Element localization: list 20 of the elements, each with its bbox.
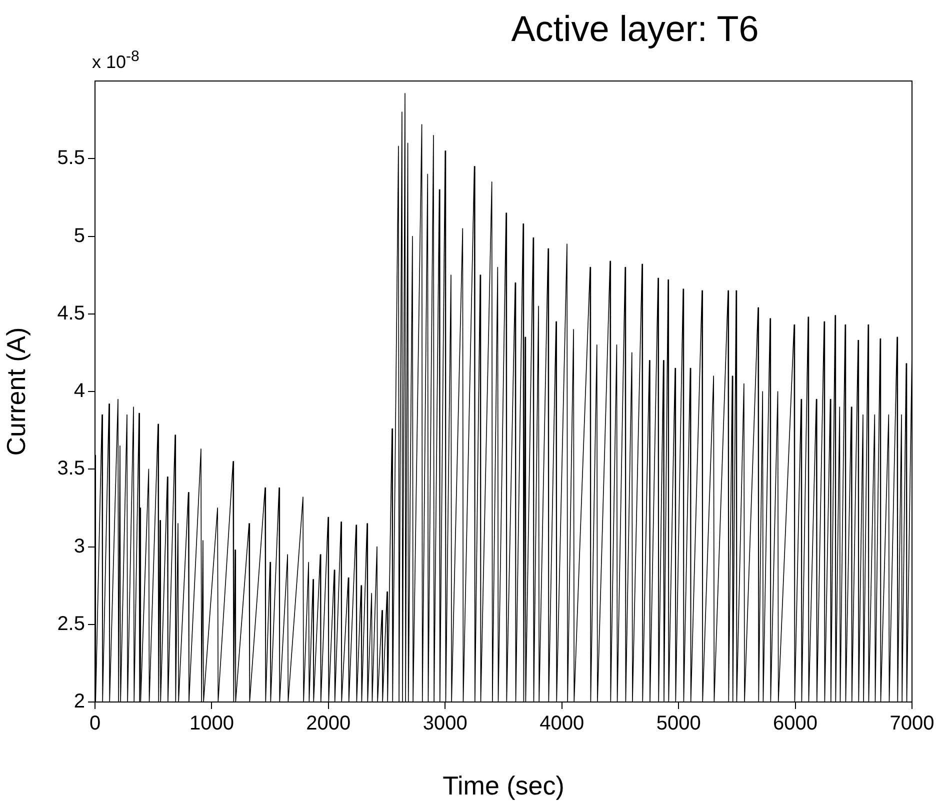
y-tick-label: 3.5 — [57, 458, 85, 480]
x-tick-label: 4000 — [540, 712, 584, 735]
y-tick-label: 3 — [74, 535, 85, 558]
x-tick-label: 1000 — [189, 712, 234, 735]
y-tick-label: 5.5 — [57, 147, 85, 170]
y-axis-title: Current (A) — [0, 327, 31, 456]
x-tick-label: 3000 — [422, 712, 468, 735]
y-tick-label: 2 — [74, 690, 85, 713]
y-tick-label: 2.5 — [57, 612, 85, 635]
x-tick-label: 6000 — [773, 712, 818, 735]
x-tick-label: 5000 — [656, 712, 701, 735]
x-tick-label: 7000 — [890, 712, 934, 735]
x-tick-label: 2000 — [306, 712, 351, 735]
y-tick-label: 4.5 — [57, 302, 85, 324]
x-tick-label: 0 — [89, 712, 101, 735]
y-tick-label: 5 — [74, 224, 85, 247]
x-axis-title: Time (sec) — [442, 770, 564, 801]
y-tick-label: 4 — [74, 380, 85, 402]
text: x 10$^{-8}$ — [92, 48, 140, 73]
chart-title: Active layer: T6 — [510, 8, 760, 50]
